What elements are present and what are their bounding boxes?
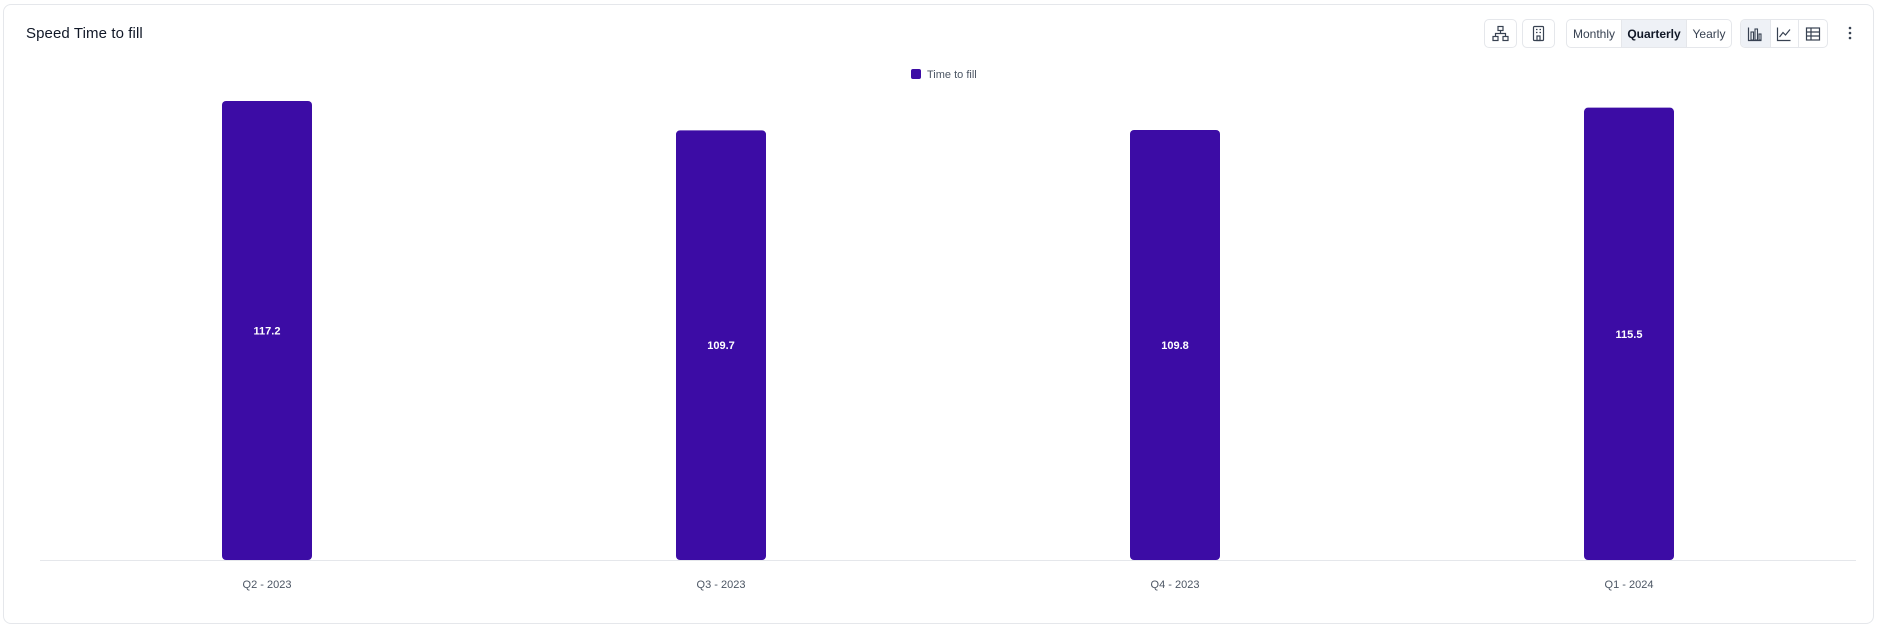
chart-card: Speed Time to fill Monthly Quarterly Yea… (3, 4, 1874, 624)
legend-label: Time to fill (927, 69, 977, 81)
kebab-menu-icon (1848, 26, 1852, 40)
bar-q2-2023[interactable] (222, 101, 312, 560)
bar-chart-view-button[interactable] (1741, 20, 1770, 47)
data-label: 115.5 (1616, 329, 1643, 341)
period-selector: Monthly Quarterly Yearly (1566, 19, 1732, 48)
x-tick-label: Q2 - 2023 (243, 579, 292, 591)
more-menu-button[interactable] (1843, 23, 1857, 43)
x-tick-label: Q1 - 2024 (1605, 579, 1654, 591)
legend-swatch (911, 69, 921, 79)
bar-q1-2024[interactable] (1584, 107, 1674, 561)
period-quarterly[interactable]: Quarterly (1621, 20, 1686, 47)
x-tick-label: Q4 - 2023 (1151, 579, 1200, 591)
data-label: 117.2 (254, 326, 281, 338)
data-label: 109.8 (1161, 340, 1189, 352)
period-monthly[interactable]: Monthly (1572, 26, 1616, 41)
building-icon (1532, 25, 1545, 42)
line-chart-icon (1777, 27, 1791, 41)
table-view-button[interactable] (1798, 20, 1827, 47)
line-chart-view-button[interactable] (1769, 20, 1799, 47)
data-label: 109.7 (707, 340, 735, 352)
hierarchy-button[interactable] (1484, 19, 1517, 48)
period-yearly[interactable]: Yearly (1686, 20, 1731, 47)
bar-q3-2023[interactable] (676, 130, 766, 560)
x-tick-label: Q3 - 2023 (697, 579, 746, 591)
table-icon (1806, 26, 1821, 41)
building-button[interactable] (1522, 19, 1555, 48)
chart-title: Speed Time to fill (26, 25, 143, 42)
legend: Time to fill (911, 69, 977, 81)
hierarchy-icon (1492, 25, 1509, 42)
bar-q4-2023[interactable] (1130, 129, 1220, 560)
bar-chart-icon (1748, 27, 1762, 41)
view-selector (1740, 19, 1828, 48)
